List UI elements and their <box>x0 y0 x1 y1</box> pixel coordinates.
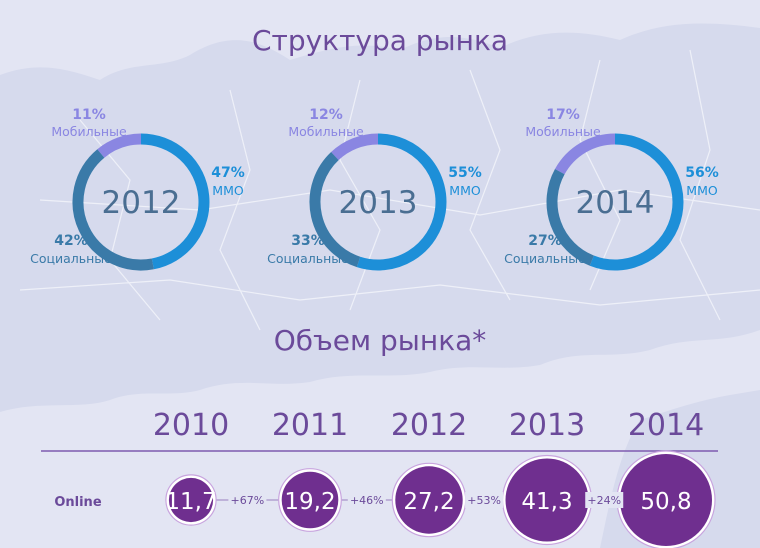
volume-bubble <box>505 458 589 542</box>
mmo-label: MMO <box>449 183 481 198</box>
mobile-label: Мобильные <box>288 124 364 139</box>
online-row-label: Online <box>54 495 101 510</box>
mmo-pct-label: 55% <box>448 165 482 181</box>
volume-bubble <box>281 471 339 529</box>
volume-bubble <box>620 454 712 546</box>
social-label: Социальные <box>267 251 349 266</box>
mmo-pct-label: 47% <box>211 165 245 181</box>
volume-year-label: 2014 <box>628 408 704 443</box>
volume-year-label: 2012 <box>391 408 467 443</box>
donut-2012-social-slice <box>72 149 154 271</box>
donut-year-label: 2014 <box>576 185 655 221</box>
mmo-label: MMO <box>212 183 244 198</box>
donut-2014-social-slice <box>546 169 594 266</box>
volume-value-label: 27,2 <box>403 489 454 515</box>
growth-label: +67% <box>231 494 265 507</box>
growth-label-bg <box>228 492 267 508</box>
donut-2014-mobile-slice <box>554 133 616 175</box>
donut-2014-mmo-slice <box>589 133 684 271</box>
volume-value-label: 11,7 <box>165 489 216 515</box>
growth-label: +46% <box>350 494 384 507</box>
mmo-label: MMO <box>686 183 718 198</box>
volume-bubble <box>395 466 463 534</box>
volume-year-label: 2013 <box>509 408 585 443</box>
donut-year-label: 2013 <box>339 185 418 221</box>
growth-label: +53% <box>467 494 501 507</box>
volume-year-label: 2010 <box>153 408 229 443</box>
mobile-pct-label: 12% <box>309 107 343 123</box>
structure-title: Структура рынка <box>252 24 508 57</box>
volume-title: Объем рынка* <box>274 324 487 357</box>
donut-2012-mmo-slice <box>140 133 210 270</box>
volume-value-label: 41,3 <box>521 489 572 515</box>
growth-label-bg <box>347 492 386 508</box>
social-pct-label: 33% <box>291 233 325 249</box>
donut-2013-social-slice <box>309 152 361 268</box>
mobile-pct-label: 11% <box>72 107 106 123</box>
volume-value-label: 50,8 <box>640 489 691 515</box>
donut-2013-mobile-slice <box>331 133 379 161</box>
mmo-pct-label: 56% <box>685 165 719 181</box>
volume-year-label: 2011 <box>272 408 348 443</box>
mobile-label: Мобильные <box>525 124 601 139</box>
social-pct-label: 42% <box>54 233 88 249</box>
social-label: Социальные <box>30 251 112 266</box>
mobile-label: Мобильные <box>51 124 127 139</box>
growth-label-bg <box>585 492 624 508</box>
donut-year-label: 2012 <box>102 185 181 221</box>
growth-label: +24% <box>587 494 621 507</box>
mobile-pct-label: 17% <box>546 107 580 123</box>
donut-2013-mmo-slice <box>356 133 447 271</box>
social-pct-label: 27% <box>528 233 562 249</box>
volume-value-label: 19,2 <box>284 489 335 515</box>
donut-2012-mobile-slice <box>97 133 142 158</box>
social-label: Социальные <box>504 251 586 266</box>
growth-label-bg <box>465 492 504 508</box>
volume-bubble <box>168 477 214 523</box>
